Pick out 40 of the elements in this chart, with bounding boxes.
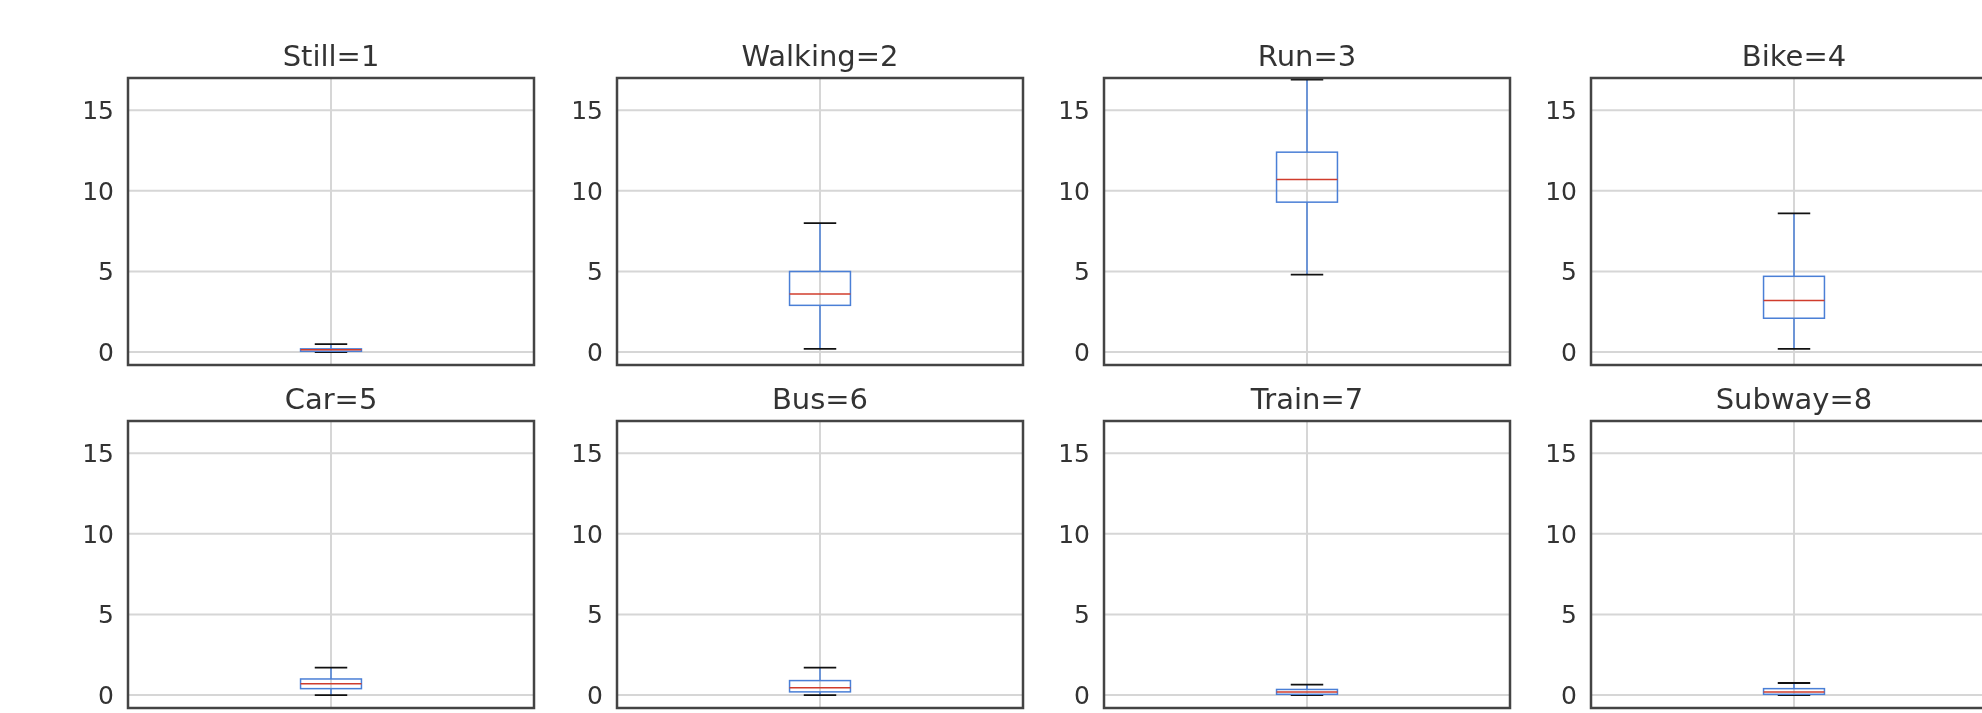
chart-title: Car=5 — [284, 382, 378, 416]
y-tick-label: 15 — [82, 96, 114, 125]
y-tick-label: 10 — [571, 176, 603, 206]
y-tick-label: 0 — [1561, 337, 1577, 367]
y-tick-label: 15 — [571, 96, 603, 125]
chart-title: Bus=6 — [771, 382, 869, 416]
chart-title: Subway=8 — [1715, 382, 1873, 416]
chart-title: Still=1 — [282, 39, 380, 73]
y-tick-label: 15 — [1058, 96, 1090, 125]
y-tick-label: 0 — [1074, 680, 1090, 710]
y-tick-label: 5 — [587, 600, 603, 630]
y-tick-label: 15 — [571, 439, 603, 468]
chart-title: Walking=2 — [741, 39, 899, 73]
chart-title: Train=7 — [1249, 382, 1364, 416]
y-tick-label: 5 — [1561, 600, 1577, 630]
y-tick-label: 0 — [587, 680, 603, 710]
y-tick-label: 0 — [1074, 337, 1090, 367]
y-tick-label: 5 — [98, 257, 114, 287]
y-tick-label: 0 — [98, 337, 114, 367]
y-tick-label: 0 — [98, 680, 114, 710]
chart-title: Bike=4 — [1741, 39, 1847, 73]
y-tick-label: 5 — [587, 257, 603, 287]
y-tick-label: 15 — [1545, 439, 1577, 468]
y-tick-label: 15 — [1545, 96, 1577, 125]
y-tick-label: 15 — [1058, 439, 1090, 468]
y-tick-label: 0 — [587, 337, 603, 367]
y-tick-label: 5 — [98, 600, 114, 630]
y-tick-label: 10 — [1545, 519, 1577, 549]
chart-title: Run=3 — [1257, 39, 1357, 73]
y-tick-label: 5 — [1561, 257, 1577, 287]
y-tick-label: 10 — [82, 519, 114, 549]
y-tick-label: 15 — [82, 439, 114, 468]
y-tick-label: 0 — [1561, 680, 1577, 710]
y-tick-label: 5 — [1074, 600, 1090, 630]
y-tick-label: 10 — [1545, 176, 1577, 206]
y-tick-label: 10 — [571, 519, 603, 549]
y-tick-label: 10 — [82, 176, 114, 206]
y-tick-label: 10 — [1058, 519, 1090, 549]
y-tick-label: 5 — [1074, 257, 1090, 287]
y-tick-label: 10 — [1058, 176, 1090, 206]
